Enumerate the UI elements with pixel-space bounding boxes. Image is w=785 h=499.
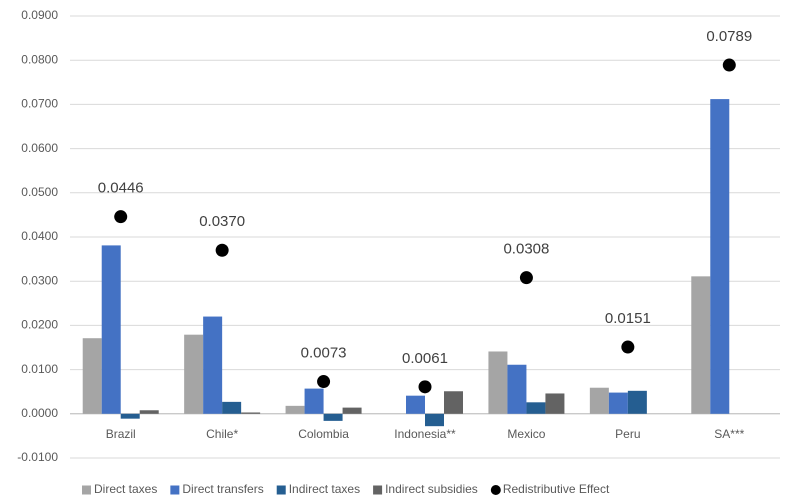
bar bbox=[545, 393, 565, 414]
x-tick-label: SA*** bbox=[714, 427, 744, 441]
y-tick-label: 0.0000 bbox=[21, 406, 58, 420]
y-tick-label: 0.0200 bbox=[21, 318, 58, 332]
y-tick-label: 0.0300 bbox=[21, 273, 58, 287]
data-label: 0.0308 bbox=[503, 241, 549, 258]
legend-marker bbox=[170, 485, 180, 495]
legend-label: Indirect taxes bbox=[289, 482, 360, 496]
data-label: 0.0061 bbox=[402, 350, 448, 367]
x-tick-label: Chile* bbox=[206, 427, 238, 441]
bar bbox=[526, 402, 546, 414]
bar bbox=[710, 99, 730, 414]
bar bbox=[222, 401, 242, 414]
data-label: 0.0151 bbox=[605, 310, 651, 327]
data-label: 0.0446 bbox=[98, 180, 144, 197]
x-tick-label: Mexico bbox=[507, 427, 545, 441]
bar bbox=[488, 351, 508, 414]
y-tick-label: 0.0400 bbox=[21, 229, 58, 243]
point bbox=[519, 271, 533, 285]
point bbox=[621, 340, 635, 354]
point bbox=[317, 375, 331, 389]
y-tick-label: 0.0800 bbox=[21, 52, 58, 66]
x-tick-label: Colombia bbox=[298, 427, 349, 441]
point bbox=[722, 58, 736, 72]
bar bbox=[425, 413, 444, 427]
legend-marker bbox=[82, 485, 91, 495]
x-tick-label: Brazil bbox=[106, 427, 136, 441]
legend-label: Direct taxes bbox=[94, 482, 157, 496]
legend-marker bbox=[276, 485, 286, 495]
y-tick-label: 0.0900 bbox=[21, 8, 58, 22]
bar bbox=[608, 392, 628, 414]
bar bbox=[203, 316, 223, 414]
legend-label: Direct transfers bbox=[182, 482, 263, 496]
x-tick-label: Indonesia** bbox=[394, 427, 456, 441]
bar bbox=[241, 412, 261, 414]
bar bbox=[406, 395, 425, 414]
bar bbox=[589, 387, 609, 414]
bar bbox=[507, 364, 527, 414]
bar bbox=[691, 276, 711, 414]
bar bbox=[139, 410, 159, 414]
x-tick-label: Peru bbox=[615, 427, 640, 441]
bar bbox=[82, 338, 102, 414]
bar bbox=[323, 413, 343, 421]
bar bbox=[120, 413, 140, 419]
y-tick-label: 0.0600 bbox=[21, 141, 58, 155]
point bbox=[114, 210, 128, 224]
y-tick-label: -0.0100 bbox=[17, 450, 58, 464]
bar bbox=[285, 405, 305, 414]
y-tick-label: 0.0700 bbox=[21, 97, 58, 111]
bar bbox=[184, 334, 204, 414]
data-label: 0.0370 bbox=[199, 213, 245, 230]
point bbox=[215, 243, 229, 257]
legend-label: Redistributive Effect bbox=[503, 482, 610, 496]
legend-marker bbox=[373, 485, 383, 495]
bar bbox=[304, 388, 324, 414]
data-label: 0.0789 bbox=[706, 28, 752, 45]
bar bbox=[627, 390, 647, 414]
bar bbox=[342, 407, 362, 414]
legend-marker bbox=[490, 485, 501, 495]
legend-label: Indirect subsidies bbox=[385, 482, 478, 496]
data-label: 0.0073 bbox=[301, 345, 347, 362]
bar bbox=[444, 391, 463, 414]
point bbox=[418, 380, 432, 394]
y-tick-label: 0.0500 bbox=[21, 185, 58, 199]
y-tick-label: 0.0100 bbox=[21, 362, 58, 376]
bar bbox=[101, 245, 121, 414]
